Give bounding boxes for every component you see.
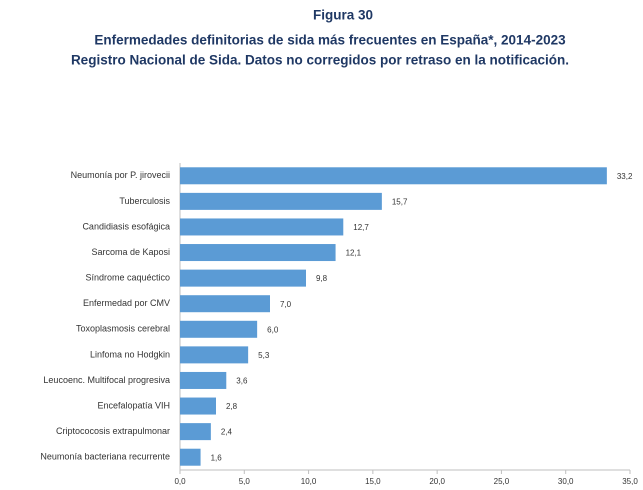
x-tick-label: 5,0 (239, 477, 251, 486)
data-label: 3,6 (236, 377, 248, 386)
data-label: 6,0 (267, 325, 279, 334)
bar (180, 320, 258, 338)
bar (180, 269, 306, 287)
y-tick-label: Toxoplasmosis cerebral (76, 324, 170, 334)
y-tick-label: Sarcoma de Kaposi (91, 247, 170, 257)
data-label: 2,4 (221, 428, 233, 437)
data-label: 9,8 (316, 274, 328, 283)
bar (180, 167, 607, 185)
x-tick-label: 30,0 (558, 477, 574, 486)
bar (180, 448, 201, 466)
data-label: 2,8 (226, 402, 238, 411)
data-label: 7,0 (280, 300, 292, 309)
data-label: 12,7 (353, 223, 369, 232)
y-tick-label: Tuberculosis (119, 196, 170, 206)
data-label: 12,1 (346, 249, 362, 258)
bar (180, 295, 270, 313)
y-tick-label: Candidiasis esofágica (82, 221, 170, 231)
chart-subtitle: Enfermedades definitorias de sida más fr… (94, 33, 566, 48)
x-tick-label: 20,0 (429, 477, 445, 486)
y-tick-label: Síndrome caquéctico (85, 273, 170, 283)
y-tick-label: Enfermedad por CMV (83, 298, 170, 308)
x-tick-label: 25,0 (494, 477, 510, 486)
bar (180, 218, 344, 236)
data-label: 5,3 (258, 351, 270, 360)
y-tick-label: Neumonía bacteriana recurrente (40, 452, 170, 462)
bar (180, 244, 336, 262)
y-tick-label: Encefalopatía VIH (97, 400, 170, 410)
y-tick-label: Leucoenc. Multifocal progresiva (43, 375, 170, 385)
chart-subtitle: Registro Nacional de Sida. Datos no corr… (71, 53, 569, 68)
bar (180, 371, 227, 389)
bar (180, 397, 216, 415)
chart-title: Figura 30 (313, 8, 373, 23)
data-label: 33,2 (617, 172, 633, 181)
bar (180, 346, 249, 364)
x-tick-label: 10,0 (301, 477, 317, 486)
x-tick-label: 35,0 (622, 477, 638, 486)
x-tick-label: 15,0 (365, 477, 381, 486)
y-tick-label: Neumonía por P. jirovecii (71, 170, 170, 180)
x-tick-label: 0,0 (174, 477, 186, 486)
y-tick-label: Criptococosis extrapulmonar (56, 426, 170, 436)
bar (180, 423, 211, 441)
bar (180, 192, 382, 210)
y-tick-label: Linfoma no Hodgkin (90, 349, 170, 359)
data-label: 15,7 (392, 197, 408, 206)
data-label: 1,6 (211, 453, 223, 462)
